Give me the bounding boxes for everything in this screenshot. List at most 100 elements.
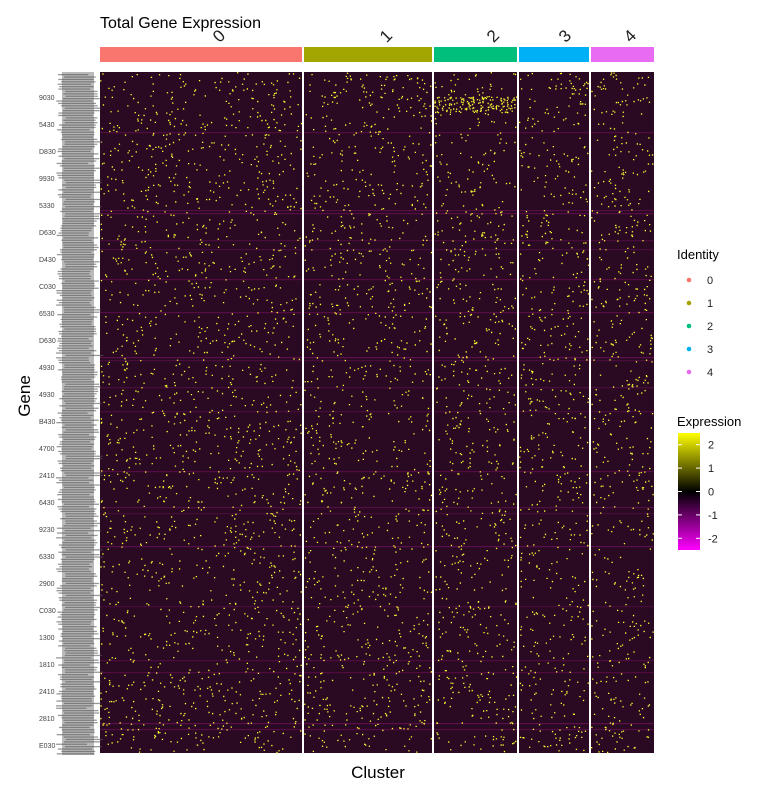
gene-label-tick [64, 746, 102, 748]
gene-label-tick [57, 174, 94, 177]
gene-label-tick [61, 153, 99, 155]
gene-label-tick [61, 666, 98, 669]
gene-label-tick [63, 93, 98, 95]
gene-label-tick [65, 534, 98, 537]
gene-label-tick [64, 158, 100, 160]
gene-label-tick [57, 270, 91, 273]
gene-label-tick [65, 647, 97, 649]
gene-label-tick [58, 628, 93, 630]
cluster-label-3: 3 [555, 26, 575, 46]
gene-label-tick [56, 352, 92, 354]
gene-label-tick [64, 722, 98, 724]
gene-label-tick [58, 78, 94, 81]
gene-label-tick [65, 213, 103, 215]
gene-label-tick [58, 664, 90, 666]
gene-label-tick [62, 98, 100, 100]
gene-label-tick [61, 390, 99, 393]
gene-label-tick [62, 371, 98, 373]
gene-label-tick [61, 134, 95, 136]
gene-label-tick [60, 518, 93, 520]
gene-label-tick [56, 292, 91, 294]
gene-label: 6530 [39, 311, 55, 318]
gene-label-tick [56, 743, 88, 745]
gene-label-tick [62, 242, 94, 244]
gene-label-tick [63, 642, 95, 645]
gene-label-tick [61, 105, 98, 107]
gene-label-tick [63, 167, 100, 169]
gene-label-tick [64, 107, 101, 109]
gene-label-tick [59, 566, 93, 568]
gene-label-tick [63, 630, 97, 633]
gene-label: 9030 [39, 95, 55, 102]
band-separator [589, 72, 591, 753]
gene-label-tick [63, 110, 100, 112]
gene-label-tick [58, 690, 94, 693]
gene-label-tick [61, 426, 93, 429]
gene-label-tick [64, 654, 103, 657]
gene-label-tick [60, 467, 92, 469]
heatmap-streak [100, 729, 654, 731]
gene-label-tick [59, 124, 96, 126]
gene-label-tick [57, 714, 95, 717]
gene-label-tick [59, 489, 96, 491]
gene-label-tick [56, 477, 89, 479]
gene-label: D830 [39, 149, 56, 156]
heatmap-streak [100, 606, 654, 608]
y-axis-label: Gene [15, 375, 34, 417]
gene-label-tick [65, 573, 96, 575]
gene-label-tick [64, 141, 103, 143]
gene-label-tick [61, 316, 98, 318]
heatmap-streak [100, 723, 654, 725]
gene-label-tick [56, 707, 87, 709]
heatmap-streak [100, 660, 654, 662]
expression-tick-label: -1 [708, 510, 718, 522]
chart-title: Total Gene Expression [100, 15, 261, 32]
gene-label-tick [65, 556, 104, 558]
gene-label-tick [63, 702, 101, 705]
gene-label-tick [56, 590, 94, 592]
gene-label-tick [59, 278, 91, 280]
gene-label: 2810 [39, 716, 55, 723]
gene-label-tick [59, 323, 92, 325]
gene-label-tick [62, 297, 95, 299]
gene-label-tick [58, 592, 91, 594]
gene-label-tick [58, 597, 93, 599]
gene-label-tick [60, 470, 94, 472]
gene-label-tick [59, 165, 95, 167]
gene-label-tick [65, 520, 97, 522]
heatmap-streak [100, 312, 654, 314]
cluster-bar-4 [591, 47, 654, 62]
gene-label-tick [64, 530, 101, 532]
cluster-bar-2 [434, 47, 517, 62]
gene-label-tick [65, 575, 98, 577]
gene-label-tick [58, 88, 91, 90]
band-separator [302, 72, 304, 753]
gene-label-tick [64, 122, 98, 124]
gene-label-tick [57, 194, 92, 196]
gene-label-tick [58, 362, 91, 364]
heatmap-streak [100, 357, 654, 359]
gene-label-tick [64, 143, 98, 145]
gene-label-tick [61, 239, 93, 241]
heatmap-band-2 [434, 72, 517, 753]
gene-label-tick [59, 443, 95, 445]
gene-label-tick [62, 184, 96, 186]
gene-label-tick [65, 738, 103, 741]
gene-label-tick [63, 438, 96, 441]
gene-label-tick [65, 407, 99, 409]
gene-label-tick [60, 227, 93, 229]
gene-label-tick [61, 378, 92, 381]
gene-label-tick [62, 542, 98, 544]
gene-label-tick [62, 287, 99, 289]
gene-label-tick [64, 76, 96, 78]
cluster-bar-1 [304, 47, 432, 62]
gene-label-tick [57, 498, 95, 501]
gene-label-tick [57, 83, 91, 85]
gene-label: B430 [39, 419, 55, 426]
cluster-bar-3 [519, 47, 589, 62]
gene-label-tick [56, 357, 89, 359]
gene-label-tick [59, 678, 93, 681]
gene-label-tick [63, 201, 95, 203]
gene-label-tick [56, 527, 91, 529]
gene-label-tick [58, 189, 94, 191]
